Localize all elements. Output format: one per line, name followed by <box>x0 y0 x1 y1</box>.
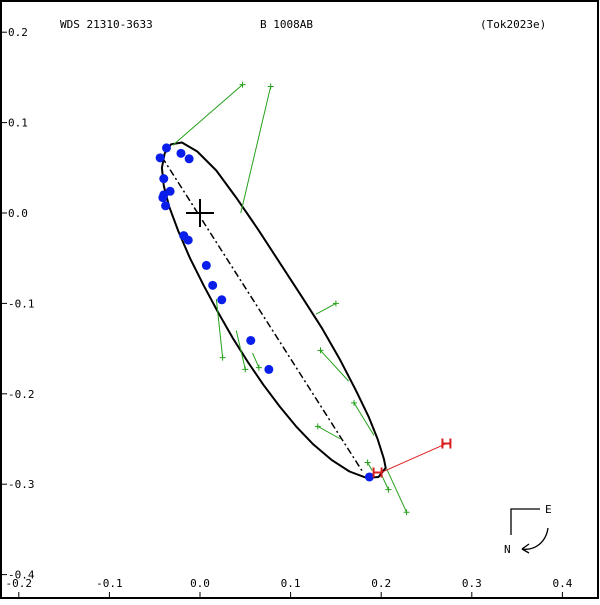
compass-bracket <box>510 508 540 535</box>
green-residual-line <box>353 402 375 436</box>
blue-observation-point <box>158 193 168 203</box>
blue-observation-point <box>201 260 211 270</box>
compass-east-label: E <box>545 503 552 516</box>
axis-ticks: -0.2 -0.1 0.0 0.1 0.2 0.3 0.4 0.2 0.1 0.0 -0.1 -0.2… <box>1 26 573 598</box>
green-residual-line <box>320 350 349 382</box>
green-observation-point <box>239 81 246 88</box>
blue-observation-point <box>184 154 194 164</box>
compass-rose: E N <box>504 503 552 556</box>
green-observation-point <box>351 399 358 406</box>
blue-observation-point <box>161 201 171 211</box>
green-observation-point <box>219 354 226 361</box>
y-tick-label: 0.1 <box>8 117 28 130</box>
green-observation-point <box>255 364 262 371</box>
y-tick-label: 0.0 <box>8 207 28 220</box>
green-residual-line <box>215 298 224 358</box>
green-observation-point <box>267 83 274 90</box>
red-observation-point <box>441 438 452 449</box>
x-tick-label: -0.1 <box>96 577 123 590</box>
green-residual-line <box>367 462 373 471</box>
green-residual-line <box>317 425 341 440</box>
compass-arrowhead <box>521 543 530 554</box>
blue-observation-point <box>176 148 186 158</box>
green-residual-line <box>386 468 408 513</box>
y-tick-label: -0.3 <box>8 478 35 491</box>
y-tick-label: 0.2 <box>8 26 28 39</box>
green-residual-line <box>235 330 246 370</box>
header-right: (Tok2023e) <box>480 18 546 31</box>
blue-observation-point <box>208 280 218 290</box>
blue-observations <box>155 143 374 482</box>
green-observation-point <box>332 300 339 307</box>
blue-observation-point <box>183 235 193 245</box>
x-tick-label: 0.0 <box>190 577 210 590</box>
blue-observation-point <box>161 143 171 153</box>
compass-north-label: N <box>504 543 511 556</box>
x-tick-label: 0.3 <box>462 577 482 590</box>
header-left: WDS 21310-3633 <box>60 18 153 31</box>
line-of-nodes <box>161 156 364 473</box>
red-observations <box>372 438 452 478</box>
header-center: B 1008AB <box>260 18 313 31</box>
green-residual-line <box>172 84 243 146</box>
green-residual-line <box>240 86 272 214</box>
y-tick-label: -0.2 <box>8 388 35 401</box>
primary-star-marker <box>186 199 214 227</box>
green-observation-point <box>385 486 392 493</box>
x-tick-label: 0.2 <box>371 577 391 590</box>
x-tick-label: 0.1 <box>281 577 301 590</box>
blue-observation-point <box>364 472 374 482</box>
y-tick-label: -0.4 <box>8 569 35 582</box>
green-observation-point <box>317 347 324 354</box>
x-tick-label: 0.4 <box>552 577 572 590</box>
green-observation-point <box>364 459 371 466</box>
green-residual-line <box>315 302 337 315</box>
compass-arrow <box>521 527 549 550</box>
blue-observation-point <box>264 364 274 374</box>
green-observation-point <box>314 423 321 430</box>
red-observation-point <box>372 467 383 478</box>
green-observations <box>172 81 410 516</box>
y-tick-label: -0.1 <box>8 297 35 310</box>
blue-observation-point <box>159 174 169 184</box>
blue-observation-point <box>155 153 165 163</box>
green-observation-point <box>242 366 249 373</box>
green-observation-point <box>403 509 410 516</box>
blue-observation-point <box>246 335 256 345</box>
blue-observation-point <box>217 295 227 305</box>
red-residual-line <box>380 443 447 473</box>
x-tick-label: -0.2 <box>6 577 33 590</box>
green-residual-line <box>252 352 260 368</box>
